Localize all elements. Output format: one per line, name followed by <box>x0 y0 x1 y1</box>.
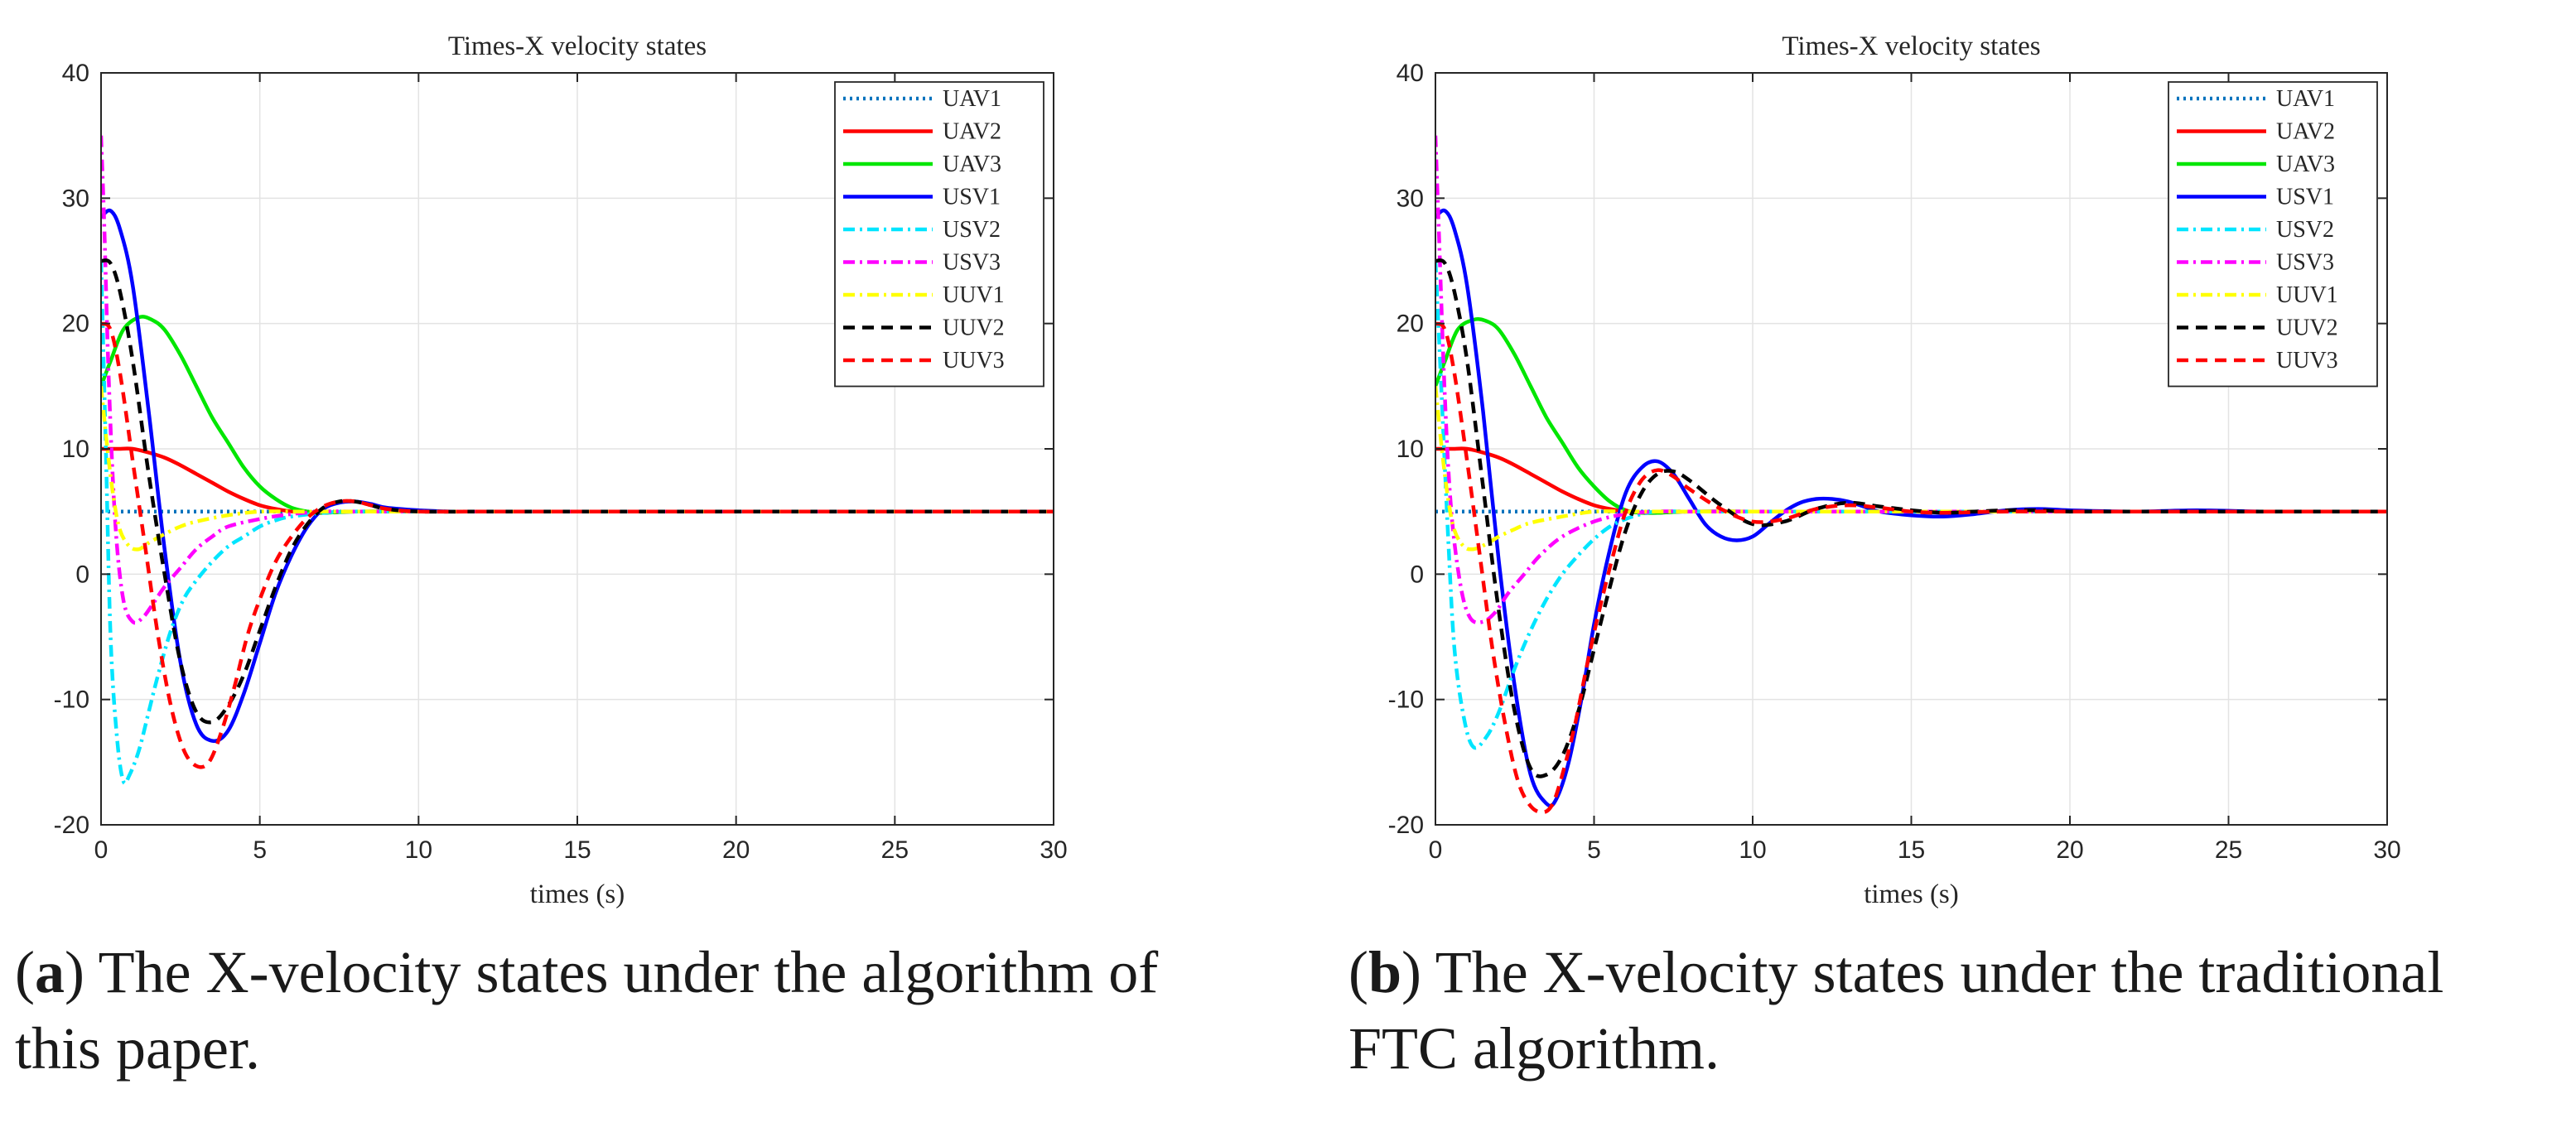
series-line-uuv3 <box>101 321 1054 769</box>
legend-label-usv3: USV3 <box>2276 250 2334 276</box>
legend-label-uav1: UAV1 <box>2276 86 2335 112</box>
caption-label: a <box>34 939 65 1005</box>
y-tick-label: -10 <box>1388 687 1424 714</box>
series-group <box>1435 135 2387 815</box>
legend-label-uuv3: UUV3 <box>2276 348 2338 373</box>
y-tick-label: 40 <box>62 60 89 87</box>
y-tick-label: -20 <box>1388 812 1424 839</box>
legend-label-usv2: USV2 <box>943 217 1001 243</box>
legend-label-uav2: UAV2 <box>943 119 1001 145</box>
y-tick-label: 10 <box>1397 436 1424 463</box>
y-tick-label: 20 <box>62 311 89 338</box>
legend: UAV1 UAV2 UAV3 USV1 USV2 USV3 UUV1 UUV2 UUV3 <box>2168 81 2378 388</box>
legend-label-uav2: UAV2 <box>2276 119 2335 145</box>
caption-text: The X-velocity states under the algorith… <box>15 939 1159 1082</box>
legend-label-usv1: USV1 <box>2276 185 2334 210</box>
legend-box <box>2168 81 2378 388</box>
x-tick-label: 25 <box>2215 836 2242 864</box>
x-axis-label: times (s) <box>530 879 625 909</box>
series-line-uuv2 <box>1435 258 2387 778</box>
legend-label-uuv1: UUV1 <box>2276 282 2338 308</box>
x-tick-label: 10 <box>405 836 432 864</box>
series-line-uuv3 <box>1435 321 2387 815</box>
x-tick-label: 25 <box>881 836 909 864</box>
legend-label-uav3: UAV3 <box>2276 152 2335 177</box>
series-line-uuv1 <box>101 386 1054 552</box>
legend-label-usv3: USV3 <box>943 250 1001 276</box>
x-tick-label: 5 <box>1587 836 1601 864</box>
y-tick-label: 0 <box>75 561 89 588</box>
series-line-usv2 <box>1435 260 2387 750</box>
caption-b: (b) The X-velocity states under the trad… <box>1348 939 2444 1082</box>
x-tick-label: 5 <box>253 836 267 864</box>
legend-box <box>834 81 1044 388</box>
caption-a: (a) The X-velocity states under the algo… <box>15 939 1159 1082</box>
chart-panel-b: 0 5 10 15 20 25 30 -20 -10 0 10 20 30 40 Times-X veloc… <box>1388 31 2401 909</box>
y-tick-label: 40 <box>1397 60 1424 87</box>
x-tick-label: 0 <box>1429 836 1443 864</box>
chart-title: Times-X velocity states <box>448 31 707 61</box>
series-line-uuv1 <box>1435 386 2387 552</box>
legend-label-uav3: UAV3 <box>943 152 1001 177</box>
legend-label-uav1: UAV1 <box>943 86 1001 112</box>
legend-label-usv2: USV2 <box>2276 217 2334 243</box>
x-axis-label: times (s) <box>1864 879 1959 909</box>
chart-panel-a: 0 5 10 15 20 25 30 -20 -10 0 10 20 30 40 Times-X veloc… <box>54 31 1068 909</box>
legend-label-usv1: USV1 <box>943 185 1001 210</box>
x-tick-label: 20 <box>722 836 750 864</box>
y-tick-label: -20 <box>54 812 89 839</box>
y-tick-label: -10 <box>54 687 89 714</box>
caption-text: The X-velocity states under the traditio… <box>1348 939 2444 1082</box>
y-tick-label: 0 <box>1410 561 1424 588</box>
x-tick-label: 20 <box>2056 836 2083 864</box>
legend: UAV1 UAV2 UAV3 USV1 USV2 USV3 UUV1 UUV2 UUV3 <box>834 81 1044 388</box>
x-tick-label: 15 <box>563 836 591 864</box>
x-tick-label: 30 <box>2373 836 2400 864</box>
chart-title: Times-X velocity states <box>1782 31 2040 61</box>
legend-label-uuv2: UUV2 <box>943 316 1005 341</box>
x-tick-label: 0 <box>94 836 109 864</box>
legend-label-uuv2: UUV2 <box>2276 316 2338 341</box>
y-tick-label: 20 <box>1397 311 1424 338</box>
caption-label: b <box>1368 939 1402 1005</box>
y-tick-label: 30 <box>62 185 89 212</box>
x-tick-label: 10 <box>1739 836 1766 864</box>
series-group <box>101 135 1054 786</box>
y-tick-label: 30 <box>1397 185 1424 212</box>
legend-label-uuv1: UUV1 <box>943 282 1005 308</box>
x-tick-label: 30 <box>1040 836 1067 864</box>
y-tick-label: 10 <box>62 436 89 463</box>
x-tick-label: 15 <box>1898 836 1925 864</box>
legend-label-uuv3: UUV3 <box>943 348 1005 373</box>
